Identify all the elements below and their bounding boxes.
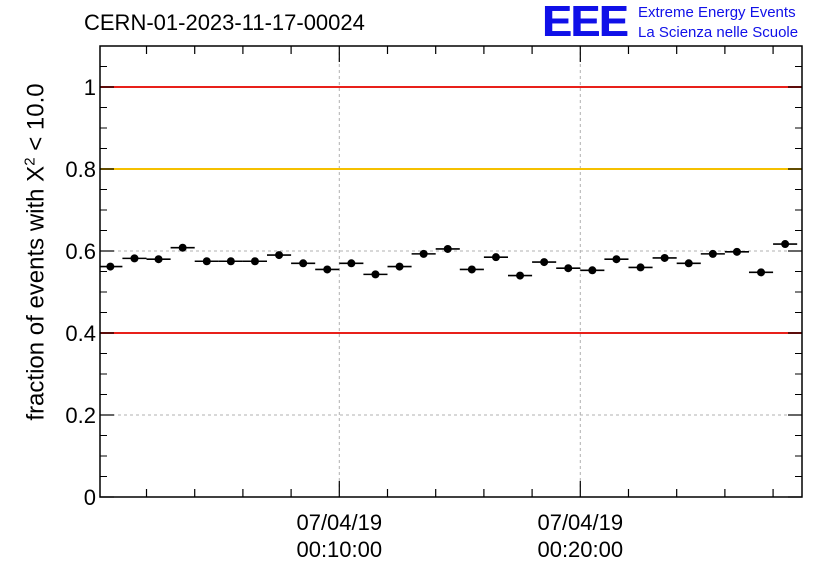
data-point bbox=[250, 257, 259, 266]
data-point bbox=[732, 247, 741, 256]
data-point bbox=[130, 254, 139, 263]
data-point bbox=[467, 265, 476, 274]
data-point bbox=[708, 249, 717, 258]
eee-logo: EEE Extreme Energy Events La Scienza nel… bbox=[542, 0, 832, 46]
y-tick-label: 1 bbox=[84, 75, 96, 100]
data-point bbox=[684, 259, 693, 268]
x-tick-time-label: 00:10:00 bbox=[296, 537, 382, 562]
x-tick-date-label: 07/04/19 bbox=[537, 510, 623, 535]
data-point bbox=[347, 259, 356, 268]
data-point bbox=[202, 257, 211, 266]
y-tick-label: 0.2 bbox=[65, 403, 96, 428]
y-tick-label: 0.4 bbox=[65, 321, 96, 346]
y-tick-label: 0 bbox=[84, 485, 96, 510]
data-point bbox=[516, 271, 525, 280]
data-point bbox=[443, 244, 452, 253]
data-point bbox=[588, 266, 597, 275]
logo-mark: EEE bbox=[542, 0, 628, 46]
logo-line-1: Extreme Energy Events bbox=[638, 4, 796, 21]
x-tick-date-label: 07/04/19 bbox=[296, 510, 382, 535]
run-title: CERN-01-2023-11-17-00024 bbox=[84, 10, 365, 35]
data-point bbox=[491, 253, 500, 262]
logo-line-2: La Scienza nelle Scuole bbox=[638, 24, 799, 41]
data-point bbox=[419, 249, 428, 258]
data-point bbox=[395, 262, 404, 271]
data-point bbox=[275, 251, 284, 260]
plot-frame bbox=[99, 45, 803, 498]
data-point bbox=[178, 243, 187, 252]
data-point bbox=[636, 263, 645, 272]
data-point bbox=[323, 265, 332, 274]
data-point bbox=[540, 258, 549, 267]
data-point bbox=[371, 270, 380, 279]
data-point bbox=[106, 262, 115, 271]
data-point bbox=[564, 264, 573, 273]
y-tick-label: 0.8 bbox=[65, 157, 96, 182]
data-point bbox=[226, 257, 235, 266]
data-point bbox=[757, 268, 766, 277]
data-point bbox=[612, 255, 621, 264]
x-tick-time-label: 00:20:00 bbox=[537, 537, 623, 562]
data-point bbox=[781, 240, 790, 249]
y-tick-label: 0.6 bbox=[65, 239, 96, 264]
data-point bbox=[660, 253, 669, 262]
data-point bbox=[154, 255, 163, 264]
data-point bbox=[299, 259, 308, 268]
